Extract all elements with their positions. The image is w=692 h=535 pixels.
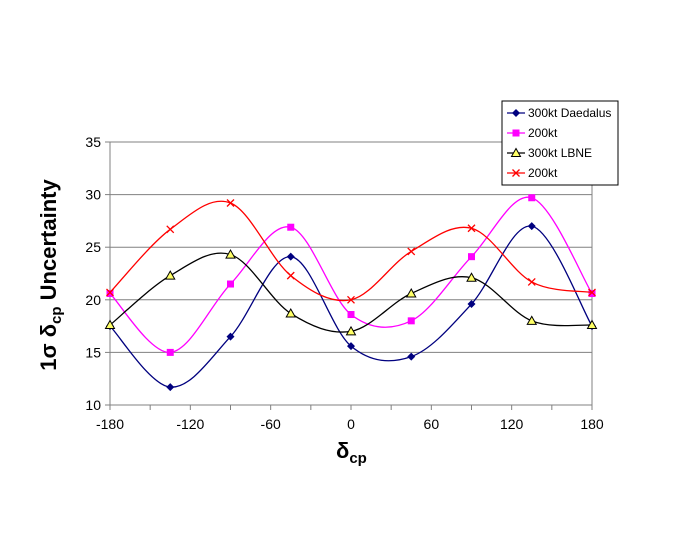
data-point xyxy=(286,271,295,280)
data-point xyxy=(226,199,235,207)
legend-marker xyxy=(512,109,520,117)
data-point xyxy=(166,225,175,234)
data-point xyxy=(287,223,295,231)
data-point xyxy=(527,277,536,286)
legend-marker xyxy=(512,169,520,177)
marker-stroke xyxy=(527,277,536,286)
data-point xyxy=(467,224,476,233)
data-point xyxy=(528,194,536,202)
data-point xyxy=(104,319,116,330)
series-4 xyxy=(106,199,596,304)
marker-stroke xyxy=(467,224,476,233)
y-tick-label: 20 xyxy=(85,292,101,308)
y-axis-label-prefix: 1σ δ xyxy=(36,324,61,371)
legend-item: 300kt Daedalus xyxy=(507,106,611,120)
legend: 300kt Daedalus 200kt 300kt LBNE 200kt xyxy=(501,100,619,186)
axes: 10 15 20 25 30 35 -180 -120 -60 0 60 120 180 xyxy=(85,134,603,432)
marker-stroke xyxy=(407,247,416,256)
data-point xyxy=(286,252,295,261)
data-point xyxy=(166,383,175,392)
x-tick-label: 120 xyxy=(500,416,524,432)
x-axis-label: δcp xyxy=(336,438,367,467)
y-tick-label: 10 xyxy=(85,397,101,413)
x-tick-label: -60 xyxy=(261,416,281,432)
data-point xyxy=(345,325,357,336)
y-axis-label-sub: cp xyxy=(48,306,65,324)
y-tick-label: 30 xyxy=(85,187,101,203)
legend-box xyxy=(501,100,619,186)
data-point xyxy=(468,253,475,261)
legend-marker xyxy=(512,129,520,137)
marker-stroke xyxy=(226,199,235,207)
data-point xyxy=(164,270,176,280)
x-tick-label: 60 xyxy=(424,416,440,432)
marker-stroke xyxy=(588,288,596,297)
data-point xyxy=(227,280,234,288)
data-point xyxy=(407,317,415,325)
legend-item: 200kt xyxy=(507,166,558,180)
series-line xyxy=(109,200,593,302)
legend-item: 200kt xyxy=(507,126,558,140)
x-tick-label: -120 xyxy=(176,416,204,432)
legend-item: 300kt LBNE xyxy=(507,146,592,160)
marker-stroke xyxy=(106,288,114,297)
data-point xyxy=(226,332,235,341)
data-point xyxy=(588,289,596,297)
data-point xyxy=(407,352,416,361)
y-tick-label: 35 xyxy=(85,134,101,150)
data-point xyxy=(285,307,297,318)
y-tick-label: 25 xyxy=(85,239,101,255)
marker-stroke xyxy=(512,169,520,177)
x-tick-label: 180 xyxy=(580,416,604,432)
x-tick-label: -180 xyxy=(96,416,124,432)
legend-label: 300kt Daedalus xyxy=(528,106,611,120)
series-3 xyxy=(104,249,598,336)
legend-marker xyxy=(510,147,522,157)
marker-stroke xyxy=(286,271,295,280)
y-axis-label-suffix: Uncertainty xyxy=(36,179,61,307)
y-tick-label: 15 xyxy=(85,344,101,360)
data-point xyxy=(407,247,416,256)
data-point xyxy=(588,288,596,297)
legend-label: 300kt LBNE xyxy=(528,146,592,160)
data-point xyxy=(106,288,114,297)
series-line xyxy=(109,252,593,333)
data-point xyxy=(347,311,355,319)
marker-stroke xyxy=(347,295,355,304)
data-point xyxy=(347,295,355,304)
data-point xyxy=(466,272,477,282)
data-point xyxy=(526,315,538,325)
data-point xyxy=(405,287,417,298)
data-point xyxy=(467,300,476,309)
series-line xyxy=(109,225,593,388)
legend-label: 200kt xyxy=(528,126,558,140)
data-point xyxy=(347,342,355,351)
data-point xyxy=(225,249,236,259)
legend-label: 200kt xyxy=(528,166,558,180)
x-tick-label: 0 xyxy=(347,416,355,432)
y-axis-label: 1σ δcp Uncertainty xyxy=(36,179,65,371)
data-point xyxy=(166,348,174,356)
marker-stroke xyxy=(166,225,175,234)
x-axis-label-main: δ xyxy=(336,438,349,463)
data-point xyxy=(586,319,598,330)
x-axis-label-sub: cp xyxy=(349,450,367,467)
series-layer xyxy=(104,194,598,392)
data-point xyxy=(527,222,536,231)
series-2 xyxy=(106,194,596,356)
data-point xyxy=(106,289,114,297)
